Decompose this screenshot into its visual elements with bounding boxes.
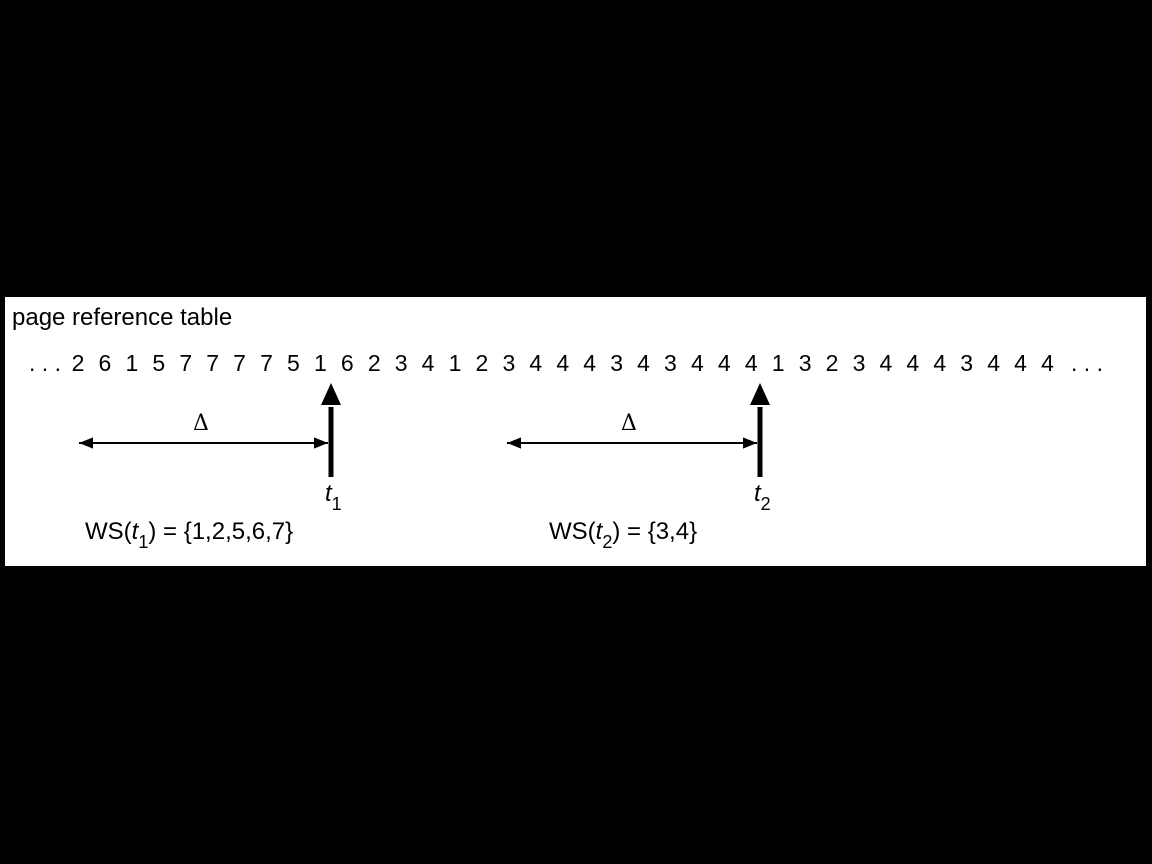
page-ref-6: 7 bbox=[233, 350, 246, 376]
page-ref-7: 7 bbox=[260, 350, 273, 376]
page-ref-10: 6 bbox=[340, 350, 354, 376]
page-ref-3: 5 bbox=[152, 350, 166, 376]
trailing-ellipsis: . . . bbox=[1071, 350, 1103, 376]
page-ref-19: 4 bbox=[583, 350, 597, 376]
page-ref-32: 4 bbox=[933, 350, 947, 376]
time-marker-arrowhead-1 bbox=[321, 383, 341, 405]
page-ref-26: 1 bbox=[771, 350, 785, 376]
working-set-label-2: WS(t2) = {3,4} bbox=[549, 518, 698, 552]
time-marker-arrowhead-2 bbox=[750, 383, 770, 405]
page-ref-16: 3 bbox=[502, 350, 516, 376]
page-ref-28: 2 bbox=[825, 350, 839, 376]
page-ref-0: 2 bbox=[71, 350, 85, 376]
page-ref-35: 4 bbox=[1014, 350, 1027, 376]
page-ref-14: 1 bbox=[448, 350, 462, 376]
page-ref-20: 3 bbox=[610, 350, 623, 376]
working-set-label-1: WS(t1) = {1,2,5,6,7} bbox=[85, 518, 294, 552]
page-ref-22: 3 bbox=[664, 350, 677, 376]
time-label-2: t2 bbox=[754, 480, 771, 514]
page-ref-9: 1 bbox=[313, 350, 327, 376]
page-ref-13: 4 bbox=[421, 350, 435, 376]
page-ref-25: 4 bbox=[744, 350, 758, 376]
page-ref-15: 2 bbox=[475, 350, 489, 376]
page-ref-1: 6 bbox=[98, 350, 112, 376]
page-ref-23: 4 bbox=[690, 350, 704, 376]
page-ref-4: 7 bbox=[179, 350, 193, 376]
page-ref-12: 3 bbox=[394, 350, 408, 376]
diagram-title: page reference table bbox=[12, 304, 233, 331]
page-ref-8: 5 bbox=[287, 350, 300, 376]
page-ref-2: 1 bbox=[125, 350, 139, 376]
page-ref-36: 4 bbox=[1041, 350, 1054, 376]
page-ref-30: 4 bbox=[879, 350, 893, 376]
page-ref-34: 4 bbox=[987, 350, 1001, 376]
page-ref-18: 4 bbox=[556, 350, 570, 376]
page-ref-29: 3 bbox=[852, 350, 866, 376]
window-markers bbox=[79, 383, 770, 477]
page-ref-21: 4 bbox=[637, 350, 650, 376]
page-ref-24: 4 bbox=[717, 350, 731, 376]
page-ref-5: 7 bbox=[206, 350, 220, 376]
page-ref-31: 4 bbox=[906, 350, 920, 376]
time-label-1: t1 bbox=[325, 480, 342, 514]
page-ref-11: 2 bbox=[367, 350, 381, 376]
delta-label-2: Δ bbox=[621, 411, 637, 436]
leading-ellipsis: . . . bbox=[29, 350, 61, 376]
delta-label-1: Δ bbox=[193, 411, 209, 436]
page-ref-33: 3 bbox=[960, 350, 974, 376]
page-ref-27: 3 bbox=[798, 350, 812, 376]
page-ref-17: 4 bbox=[529, 350, 543, 376]
